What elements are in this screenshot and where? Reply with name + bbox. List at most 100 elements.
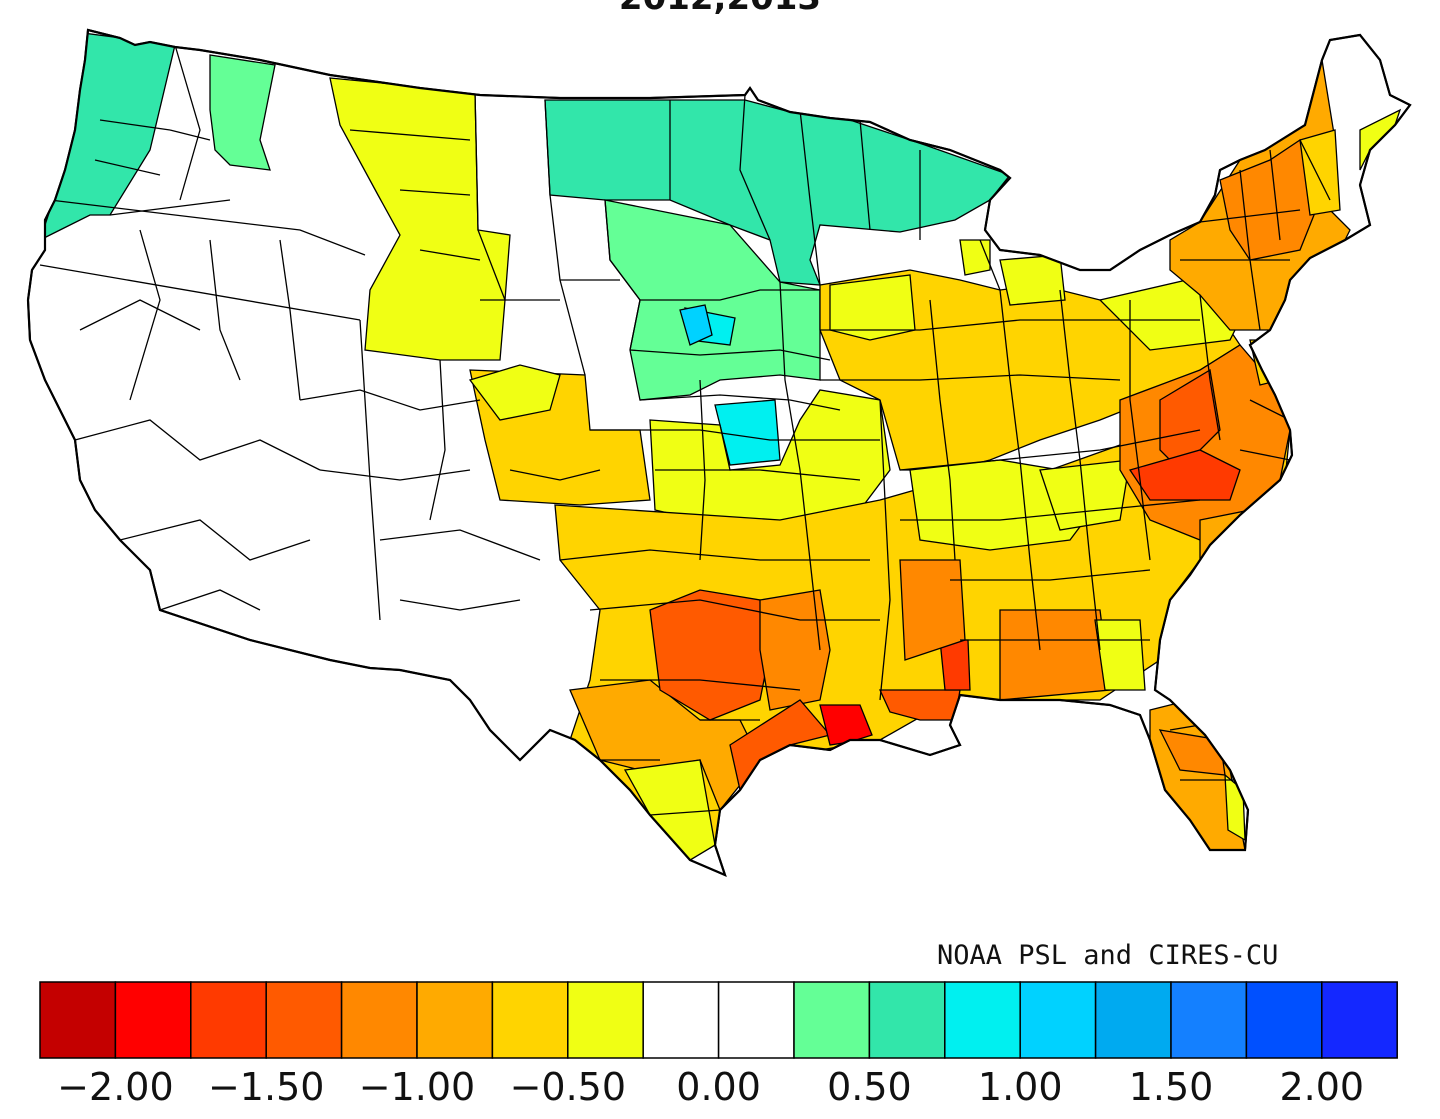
division-border-44 xyxy=(899,429,1201,471)
division-border-55 xyxy=(1299,139,1331,201)
climate-region-25 xyxy=(959,239,991,276)
division-border-8 xyxy=(209,239,241,381)
climate-region-17 xyxy=(819,704,873,746)
colorbar-tick-label: 0.50 xyxy=(827,1065,912,1109)
division-border-63 xyxy=(349,129,471,141)
division-border-52 xyxy=(1269,149,1281,241)
division-border-34 xyxy=(559,549,870,561)
climate-region-35 xyxy=(1219,138,1321,261)
division-border-4 xyxy=(174,44,201,201)
colorbar-swatch-9 xyxy=(717,981,795,1059)
division-border-29 xyxy=(640,289,820,301)
climate-region-13 xyxy=(623,759,716,861)
colorbar-swatch-16 xyxy=(1245,981,1323,1059)
climate-region-26 xyxy=(999,254,1066,306)
division-border-20 xyxy=(509,469,601,481)
division-border-50 xyxy=(1199,294,1221,441)
climate-region-29 xyxy=(1039,459,1131,531)
colorbar-swatch-8 xyxy=(642,981,720,1059)
colorbar-swatch-15 xyxy=(1170,981,1248,1059)
division-border-23 xyxy=(604,199,641,351)
division-border-37 xyxy=(699,379,706,561)
division-border-25 xyxy=(739,94,771,241)
division-border-62 xyxy=(399,189,471,196)
colorbar-tick-label: 1.00 xyxy=(978,1065,1063,1109)
division-border-2 xyxy=(109,199,231,216)
division-border-43 xyxy=(1129,300,1151,561)
division-border-5 xyxy=(39,264,361,321)
colorbar-swatch-17 xyxy=(1321,981,1398,1059)
colorbar-swatch-6 xyxy=(491,981,569,1059)
division-border-46 xyxy=(950,569,1151,581)
division-border-66 xyxy=(649,809,721,816)
colorbar-swatch-1 xyxy=(114,981,192,1059)
division-border-49 xyxy=(820,374,1121,381)
climate-region-32 xyxy=(1128,449,1241,501)
climate-region-6 xyxy=(679,304,713,346)
division-border-6 xyxy=(49,199,366,256)
us-border xyxy=(26,28,1412,877)
division-border-26 xyxy=(799,109,821,286)
climate-region-1 xyxy=(209,54,276,171)
division-border-42 xyxy=(1059,289,1101,651)
division-border-36 xyxy=(600,679,801,691)
colorbar-swatch-7 xyxy=(567,981,644,1059)
division-border-58 xyxy=(979,239,1001,291)
division-border-0 xyxy=(99,119,171,131)
division-border-31 xyxy=(639,394,841,411)
colorbar-swatch-5 xyxy=(416,981,494,1059)
colorbar-swatch-12 xyxy=(944,981,1021,1059)
climate-region-36 xyxy=(1299,129,1341,216)
division-border-14 xyxy=(359,319,381,621)
credit-text: NOAA PSL and CIRES-CU xyxy=(937,940,1279,971)
division-border-12 xyxy=(119,519,311,561)
division-border-16 xyxy=(319,469,471,481)
division-border-61 xyxy=(419,249,481,261)
colorbar-swatch-2 xyxy=(190,981,267,1059)
division-border-68 xyxy=(1239,449,1291,461)
climate-region-21 xyxy=(999,609,1111,701)
division-border-33 xyxy=(655,469,861,481)
colorbar-swatch-0 xyxy=(39,981,117,1059)
colorbar-swatch-3 xyxy=(265,981,343,1059)
map-title: 2012,2013 xyxy=(0,0,1440,18)
climate-region-22 xyxy=(1094,619,1146,691)
division-border-3 xyxy=(169,129,211,141)
division-border-38 xyxy=(779,281,821,651)
division-border-13 xyxy=(159,589,261,611)
division-border-27 xyxy=(859,119,871,231)
division-border-17 xyxy=(379,529,541,561)
colorbar-tick-label: 0.00 xyxy=(676,1065,761,1109)
colorbar-tick-label: −1.00 xyxy=(359,1065,475,1109)
division-border-1 xyxy=(94,159,161,176)
colorbar-tick-label: −0.50 xyxy=(510,1065,626,1109)
division-border-9 xyxy=(279,239,301,401)
division-border-7 xyxy=(129,229,161,401)
colorbar-swatch-11 xyxy=(868,981,946,1059)
colorbar-tick-label: −1.50 xyxy=(208,1065,324,1109)
division-border-11 xyxy=(74,419,321,471)
division-border-18 xyxy=(399,599,521,611)
division-border-30 xyxy=(629,349,831,361)
division-border-15 xyxy=(299,389,481,411)
division-border-41 xyxy=(999,289,1041,651)
colorbar-tick-label: 2.00 xyxy=(1279,1065,1364,1109)
us-climate-division-map xyxy=(26,28,1412,877)
division-border-45 xyxy=(900,499,1201,521)
division-border-39 xyxy=(879,399,891,701)
division-border-35 xyxy=(589,599,880,621)
colorbar-tick-label: −2.00 xyxy=(57,1065,173,1109)
colorbar-swatch-4 xyxy=(340,981,418,1059)
climate-region-41 xyxy=(1224,773,1246,842)
division-border-19 xyxy=(429,359,446,521)
colorbar-swatch-10 xyxy=(793,981,871,1059)
color-scale-legend: −2.00 −1.50 −1.00 −0.50 0.00 0.50 1.00 1.50 2.00 xyxy=(39,981,1398,1109)
division-border-10 xyxy=(79,299,201,331)
division-border-53 xyxy=(1199,209,1301,223)
division-border-48 xyxy=(820,319,1200,331)
climate-region-24 xyxy=(829,274,916,341)
division-border-22 xyxy=(544,99,586,376)
colorbar-swatch-13 xyxy=(1019,981,1097,1059)
climate-region-9 xyxy=(468,364,561,421)
division-border-21 xyxy=(474,91,506,301)
